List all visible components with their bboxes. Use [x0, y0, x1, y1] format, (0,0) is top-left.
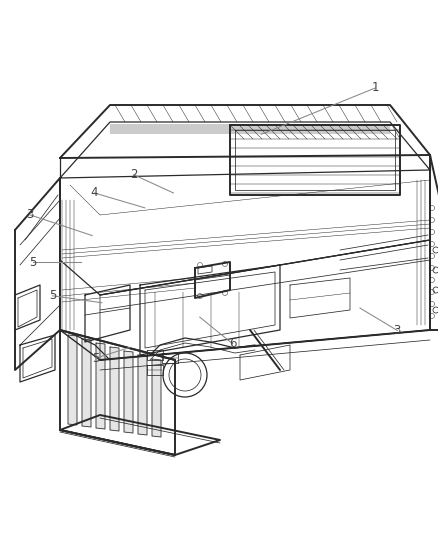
Text: 2: 2: [130, 168, 138, 181]
Polygon shape: [82, 339, 91, 427]
Text: 3: 3: [393, 324, 400, 337]
Text: 5: 5: [29, 256, 36, 269]
Text: 3: 3: [26, 208, 33, 221]
Polygon shape: [152, 359, 161, 437]
Text: 6: 6: [228, 337, 236, 350]
Text: 4: 4: [90, 187, 98, 199]
Polygon shape: [138, 355, 147, 435]
Polygon shape: [124, 351, 133, 433]
Text: 1: 1: [371, 82, 378, 94]
Polygon shape: [110, 347, 119, 431]
Text: 5: 5: [49, 289, 56, 302]
Text: 5: 5: [92, 352, 99, 365]
Polygon shape: [68, 335, 77, 425]
Polygon shape: [96, 343, 105, 429]
